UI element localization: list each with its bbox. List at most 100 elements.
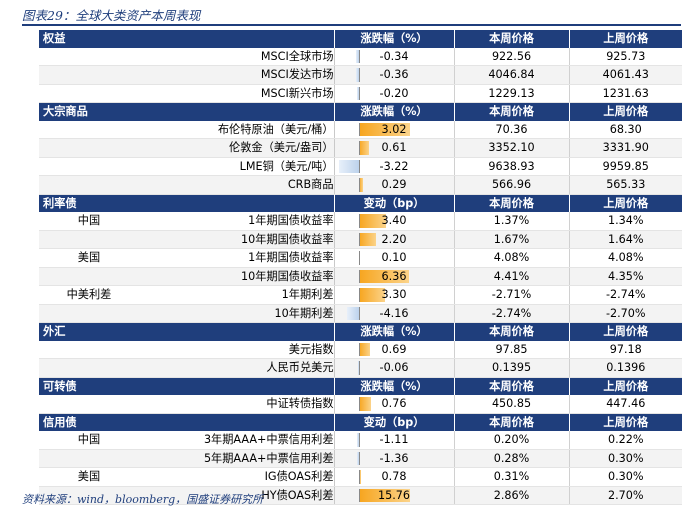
current-price: 1.37%: [454, 212, 569, 230]
section-name: 大宗商品: [39, 103, 334, 121]
group-label: [39, 84, 139, 103]
asset-label: 美元指数: [139, 341, 334, 359]
change-value: 0.61: [335, 139, 454, 157]
change-cell: -1.11: [334, 431, 454, 449]
change-value: 6.36: [335, 268, 454, 286]
current-price: 450.85: [454, 395, 569, 413]
group-label: [39, 341, 139, 359]
previous-price: 1.64%: [569, 230, 682, 249]
change-column-header: 涨跌幅（%）: [334, 103, 454, 121]
change-cell: 6.36: [334, 267, 454, 286]
current-price: 1.67%: [454, 230, 569, 249]
change-cell: -0.34: [334, 48, 454, 66]
change-column-header: 涨跌幅（%）: [334, 30, 454, 48]
current-price: 4046.84: [454, 66, 569, 85]
current-price-header: 本周价格: [454, 194, 569, 212]
asset-label: 1年期利差: [139, 286, 334, 305]
change-cell: 3.40: [334, 212, 454, 230]
current-price: -2.71%: [454, 286, 569, 305]
current-price: 3352.10: [454, 139, 569, 158]
asset-label: 5年期AAA+中票信用利差: [139, 449, 334, 468]
current-price: 0.1395: [454, 359, 569, 378]
group-label: [39, 359, 139, 378]
table-row: 10年期利差-4.16-2.74%-2.70%: [39, 304, 682, 323]
group-label: [39, 449, 139, 468]
change-cell: 3.02: [334, 121, 454, 139]
previous-price: 0.1396: [569, 359, 682, 378]
change-value: 3.40: [335, 212, 454, 230]
previous-price: 2.70%: [569, 486, 682, 505]
source-note: 资料来源：wind，bloomberg，国盛证券研究所: [22, 491, 263, 507]
asset-label: 中证转债指数: [139, 395, 334, 413]
asset-label: 1年期国债收益率: [139, 212, 334, 230]
previous-price: 0.30%: [569, 468, 682, 487]
change-value: -0.36: [335, 66, 454, 84]
group-label: [39, 395, 139, 413]
current-price-header: 本周价格: [454, 413, 569, 431]
change-cell: 0.76: [334, 395, 454, 413]
asset-label: 10年期国债收益率: [139, 230, 334, 249]
previous-price: 3331.90: [569, 139, 682, 158]
previous-price-header: 上周价格: [569, 377, 682, 395]
change-value: 0.76: [335, 395, 454, 413]
previous-price: 4061.43: [569, 66, 682, 85]
section-header: 信用债变动（bp）本周价格上周价格: [39, 413, 682, 431]
current-price: 9638.93: [454, 157, 569, 176]
group-label: 中国: [39, 212, 139, 230]
asset-label: CRB商品: [139, 176, 334, 195]
group-label: [39, 157, 139, 176]
previous-price: 4.08%: [569, 249, 682, 268]
previous-price-header: 上周价格: [569, 413, 682, 431]
change-value: 0.29: [335, 176, 454, 194]
asset-label: LME铜（美元/吨）: [139, 157, 334, 176]
current-price: 566.96: [454, 176, 569, 195]
change-value: -0.34: [335, 48, 454, 66]
group-label: 中美利差: [39, 286, 139, 305]
change-column-header: 变动（bp）: [334, 413, 454, 431]
section-name: 信用债: [39, 413, 334, 431]
previous-price: 447.46: [569, 395, 682, 413]
previous-price: 9959.85: [569, 157, 682, 176]
current-price-header: 本周价格: [454, 30, 569, 48]
change-cell: 0.78: [334, 468, 454, 487]
section-header: 大宗商品涨跌幅（%）本周价格上周价格: [39, 103, 682, 121]
change-cell: -0.20: [334, 84, 454, 103]
change-value: 0.78: [335, 468, 454, 486]
current-price: 922.56: [454, 48, 569, 66]
current-price: 97.85: [454, 341, 569, 359]
change-value: -1.11: [335, 431, 454, 449]
group-label: [39, 121, 139, 139]
change-cell: -3.22: [334, 157, 454, 176]
change-cell: 3.30: [334, 286, 454, 305]
change-value: -4.16: [335, 305, 454, 323]
current-price: 0.28%: [454, 449, 569, 468]
section-name: 权益: [39, 30, 334, 48]
previous-price: 97.18: [569, 341, 682, 359]
current-price-header: 本周价格: [454, 377, 569, 395]
group-label: [39, 66, 139, 85]
group-label: [39, 304, 139, 323]
asset-label: 10年期国债收益率: [139, 267, 334, 286]
previous-price: 0.30%: [569, 449, 682, 468]
asset-label: 人民币兑美元: [139, 359, 334, 378]
current-price-header: 本周价格: [454, 103, 569, 121]
section-name: 外汇: [39, 323, 334, 341]
current-price: -2.74%: [454, 304, 569, 323]
change-cell: 0.69: [334, 341, 454, 359]
group-label: 美国: [39, 249, 139, 268]
current-price: 70.36: [454, 121, 569, 139]
current-price: 4.08%: [454, 249, 569, 268]
